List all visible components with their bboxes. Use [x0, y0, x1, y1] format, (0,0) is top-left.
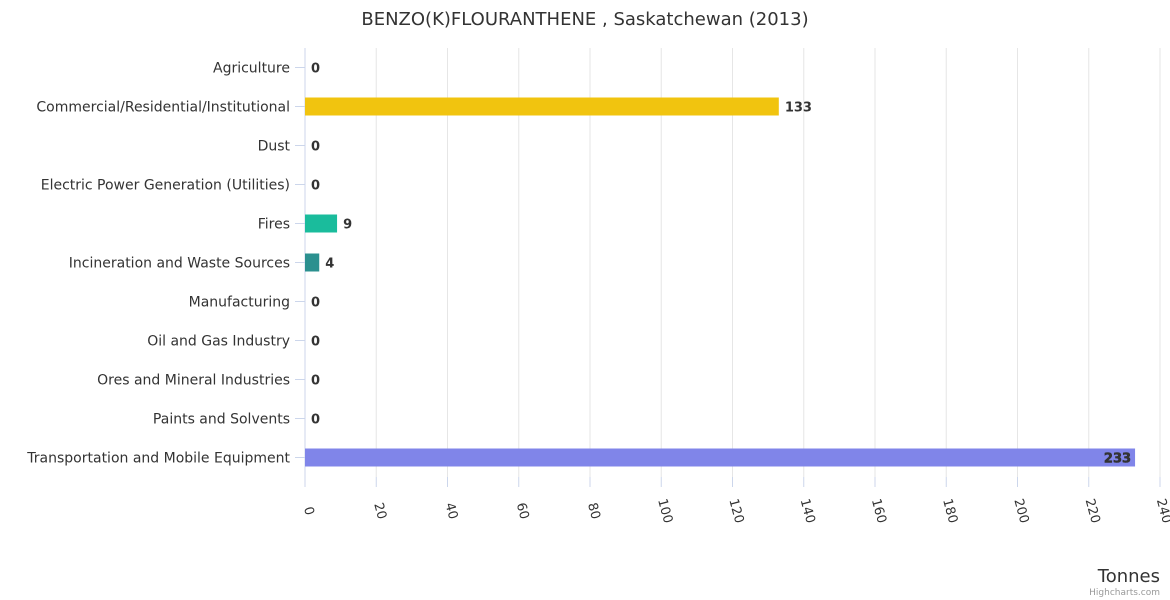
bar [305, 214, 338, 233]
data-label: 133 [785, 101, 812, 116]
category-label: Fires [258, 217, 290, 233]
data-label: 0 [311, 413, 320, 428]
x-tick-label: 180 [939, 497, 960, 525]
category-label: Paints and Solvents [153, 412, 290, 428]
x-tick-label: 240 [1153, 497, 1170, 525]
data-label: 9 [343, 218, 352, 233]
x-tick-label: 120 [725, 497, 746, 525]
bar [305, 253, 320, 272]
category-label: Ores and Mineral Industries [97, 373, 290, 389]
category-label: Commercial/Residential/Institutional [36, 100, 290, 116]
chart-title: BENZO(K)FLOURANTHENE , Saskatchewan (201… [361, 9, 808, 30]
x-tick-label: 220 [1082, 497, 1103, 525]
bar [305, 97, 779, 116]
x-tick-label: 100 [654, 497, 675, 525]
x-tick-label: 80 [584, 501, 603, 521]
category-label: Dust [258, 139, 291, 155]
axis-title: Tonnes [1097, 566, 1160, 587]
data-label: 233 [1104, 452, 1131, 467]
data-label: 0 [311, 179, 320, 194]
x-tick-label: 60 [513, 501, 532, 521]
bar [305, 448, 1136, 467]
category-label: Incineration and Waste Sources [69, 256, 290, 272]
category-label: Electric Power Generation (Utilities) [41, 178, 290, 194]
x-tick-label: 200 [1010, 497, 1031, 525]
category-label: Oil and Gas Industry [147, 334, 290, 350]
data-label: 0 [311, 62, 320, 77]
x-tick-label: 0 [300, 505, 317, 517]
credits[interactable]: Highcharts.com [1089, 588, 1160, 598]
x-tick-label: 140 [797, 497, 818, 525]
data-label: 0 [311, 374, 320, 389]
x-tick-label: 160 [868, 497, 889, 525]
x-tick-label: 40 [441, 501, 460, 521]
data-label: 0 [311, 335, 320, 350]
category-label: Manufacturing [189, 295, 290, 311]
category-label: Agriculture [213, 61, 290, 77]
data-label: 0 [311, 296, 320, 311]
category-label: Transportation and Mobile Equipment [26, 451, 290, 467]
data-label: 4 [325, 257, 334, 272]
x-tick-label: 20 [370, 501, 389, 521]
data-label: 0 [311, 140, 320, 155]
